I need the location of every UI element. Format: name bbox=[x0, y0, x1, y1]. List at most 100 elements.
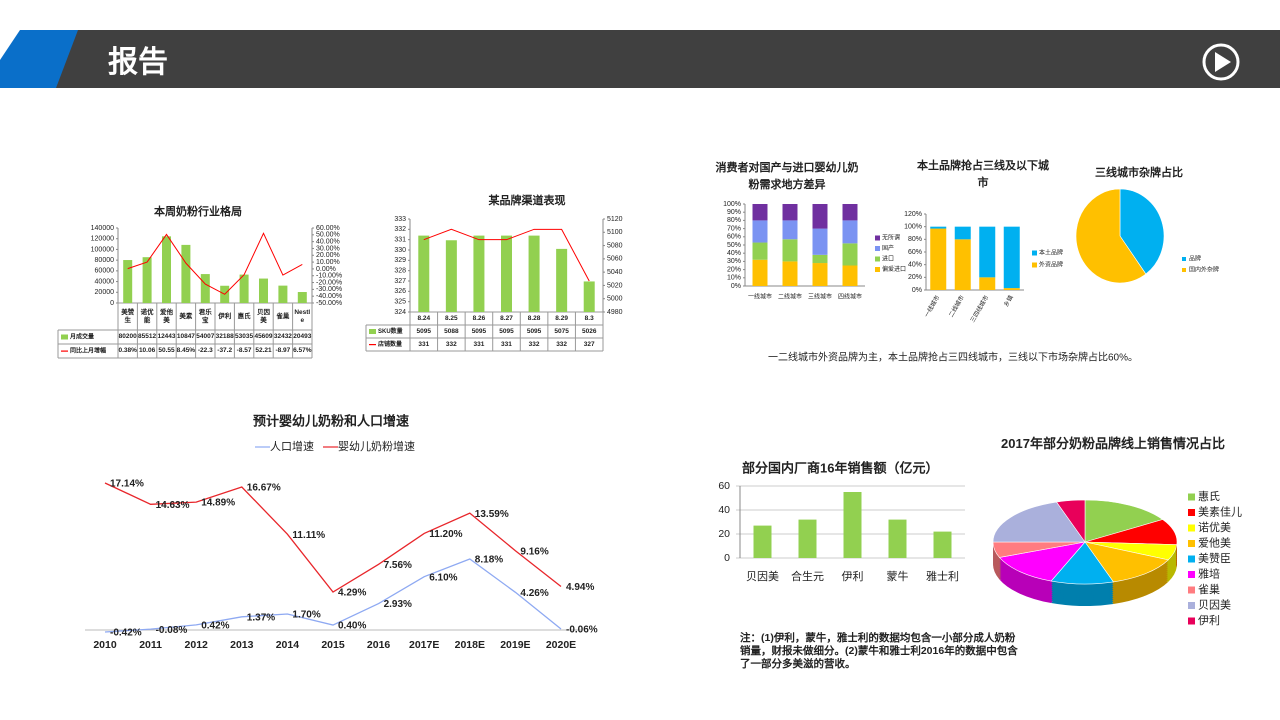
bar-segment bbox=[752, 259, 768, 286]
chart-title: 本周奶粉行业格局 bbox=[154, 204, 242, 218]
bar-segment bbox=[812, 204, 828, 229]
table-value: 85512 bbox=[138, 333, 157, 340]
table-value-box: 10.06 bbox=[139, 347, 155, 354]
y-tick-label: 5080 bbox=[607, 242, 623, 249]
x-tick-label: 2016 bbox=[367, 639, 391, 651]
pie-slice bbox=[992, 501, 1086, 543]
legend-swatch bbox=[61, 350, 68, 352]
legend-label: 无所谓 bbox=[882, 234, 900, 242]
legend-swatch bbox=[1188, 571, 1195, 578]
table-value: 327 bbox=[583, 340, 595, 348]
bar bbox=[843, 492, 862, 558]
legend-swatch bbox=[1182, 257, 1186, 261]
header-title: 报告 bbox=[108, 46, 168, 79]
bar-segment bbox=[842, 265, 858, 286]
bar-segment bbox=[752, 204, 768, 221]
chart-title-box: 本土品牌抢占三线及以下城市 bbox=[917, 160, 1049, 189]
legend-label: 外资品牌 bbox=[1039, 261, 1063, 269]
y-tick-label: 30% bbox=[727, 258, 741, 265]
play-icon[interactable] bbox=[1215, 52, 1231, 72]
y-tick-label: 330 bbox=[394, 247, 406, 254]
table-value-box: 5095 bbox=[472, 328, 486, 335]
y-tick-label: 5060 bbox=[607, 256, 623, 263]
table-value-box: 331 bbox=[473, 341, 484, 348]
table-value: 5075 bbox=[554, 327, 569, 335]
chart-title: 某品牌渠道表现 bbox=[488, 193, 566, 207]
y-tick-label: 4980 bbox=[607, 309, 623, 316]
table-value-box: 8.45% bbox=[176, 347, 196, 354]
y-tick-label: 10% bbox=[727, 275, 741, 282]
bar-segment bbox=[842, 243, 858, 266]
y-tick-label: 0% bbox=[731, 283, 741, 290]
legend-swatch bbox=[369, 329, 376, 334]
bar bbox=[418, 235, 430, 312]
bar-segment bbox=[812, 228, 828, 255]
y-tick-label: 60% bbox=[908, 249, 922, 256]
table-value-box: 45609 bbox=[254, 333, 272, 340]
data-label: 7.56% bbox=[384, 560, 412, 571]
table-value-box: 50.55 bbox=[158, 347, 174, 354]
table-value-box: 0.38% bbox=[118, 347, 136, 354]
category-label-box: 君乐宝 bbox=[199, 309, 212, 324]
y-tick-label: 0.00% bbox=[316, 266, 336, 273]
bar-segment bbox=[782, 220, 798, 240]
bar bbox=[239, 274, 249, 303]
legend-swatch bbox=[1032, 250, 1037, 256]
table-value: -8.97 bbox=[275, 347, 291, 354]
y-tick-label: 80% bbox=[908, 236, 922, 243]
table-value: 332 bbox=[445, 340, 457, 348]
table-value-box: -22.3 bbox=[198, 347, 213, 354]
legend-swatch bbox=[1032, 262, 1037, 268]
data-label: 8.18% bbox=[475, 555, 503, 566]
y-tick-label: 5120 bbox=[607, 216, 623, 223]
table-value-box: 5095 bbox=[417, 328, 431, 335]
table-value: 332 bbox=[556, 340, 568, 348]
chart-title: 本土品牌抢占三线及以下城市 bbox=[917, 160, 1049, 189]
y-tick-label: 30.00% bbox=[316, 245, 340, 252]
legend-label: 雀巢 bbox=[1198, 583, 1220, 596]
legend-label: 贝因美 bbox=[1198, 598, 1231, 611]
x-tick-label: 2015 bbox=[321, 639, 345, 651]
table-value: 20493 bbox=[293, 333, 312, 340]
table-value-box: 52.21 bbox=[255, 347, 272, 354]
data-label: -0.42% bbox=[110, 628, 142, 639]
data-label: -0.08% bbox=[156, 625, 188, 636]
y-tick-label: 120000 bbox=[91, 236, 114, 243]
bar-segment bbox=[954, 239, 971, 290]
category-label: 三线城市 bbox=[808, 293, 832, 301]
table-value: 8.45% bbox=[176, 347, 196, 354]
table-value-box: 5026 bbox=[582, 328, 596, 335]
data-label: 1.70% bbox=[292, 610, 320, 621]
bar-segment bbox=[954, 226, 971, 240]
y-tick-label: 50.00% bbox=[316, 232, 340, 239]
bar bbox=[798, 519, 817, 558]
table-value-box: 12443 bbox=[157, 333, 175, 340]
table-value: 10847 bbox=[176, 333, 195, 340]
table-value: 52.21 bbox=[255, 347, 272, 354]
y-tick-label: 20.00% bbox=[316, 252, 340, 259]
y-tick-label: 5000 bbox=[607, 296, 623, 303]
category-label: 美赞生 bbox=[121, 308, 135, 324]
table-value-box: 331 bbox=[418, 341, 429, 348]
table-value-box: 5088 bbox=[444, 328, 458, 335]
category-label: 二线城市 bbox=[778, 293, 802, 301]
play-button[interactable] bbox=[1202, 43, 1240, 81]
chart-title-box: 2017年部分奶粉品牌线上销售情况占比 bbox=[1001, 436, 1225, 451]
bar bbox=[297, 292, 307, 303]
table-value: 332 bbox=[528, 340, 540, 348]
bar-segment bbox=[842, 220, 858, 244]
bar-segment bbox=[782, 239, 798, 262]
legend-swatch bbox=[1188, 602, 1195, 609]
x-tick-label: 2018E bbox=[455, 639, 485, 651]
legend-label: 偏爱进口 bbox=[882, 265, 906, 273]
category-label: 惠氏 bbox=[237, 312, 251, 320]
chart-title-box: 消费者对国产与进口婴幼儿奶粉需求地方差异 bbox=[715, 162, 859, 191]
y-tick-label: 0% bbox=[912, 287, 922, 294]
y-tick-label: 140000 bbox=[91, 225, 114, 232]
y-tick-label: 40% bbox=[908, 262, 922, 269]
legend-label: 进口 bbox=[882, 255, 894, 263]
chart-title: 消费者对国产与进口婴幼儿奶粉需求地方差异 bbox=[715, 162, 859, 191]
table-value-box: 32188 bbox=[216, 333, 234, 340]
data-label: 13.59% bbox=[475, 509, 509, 520]
category-label: 8.29 bbox=[555, 314, 568, 322]
